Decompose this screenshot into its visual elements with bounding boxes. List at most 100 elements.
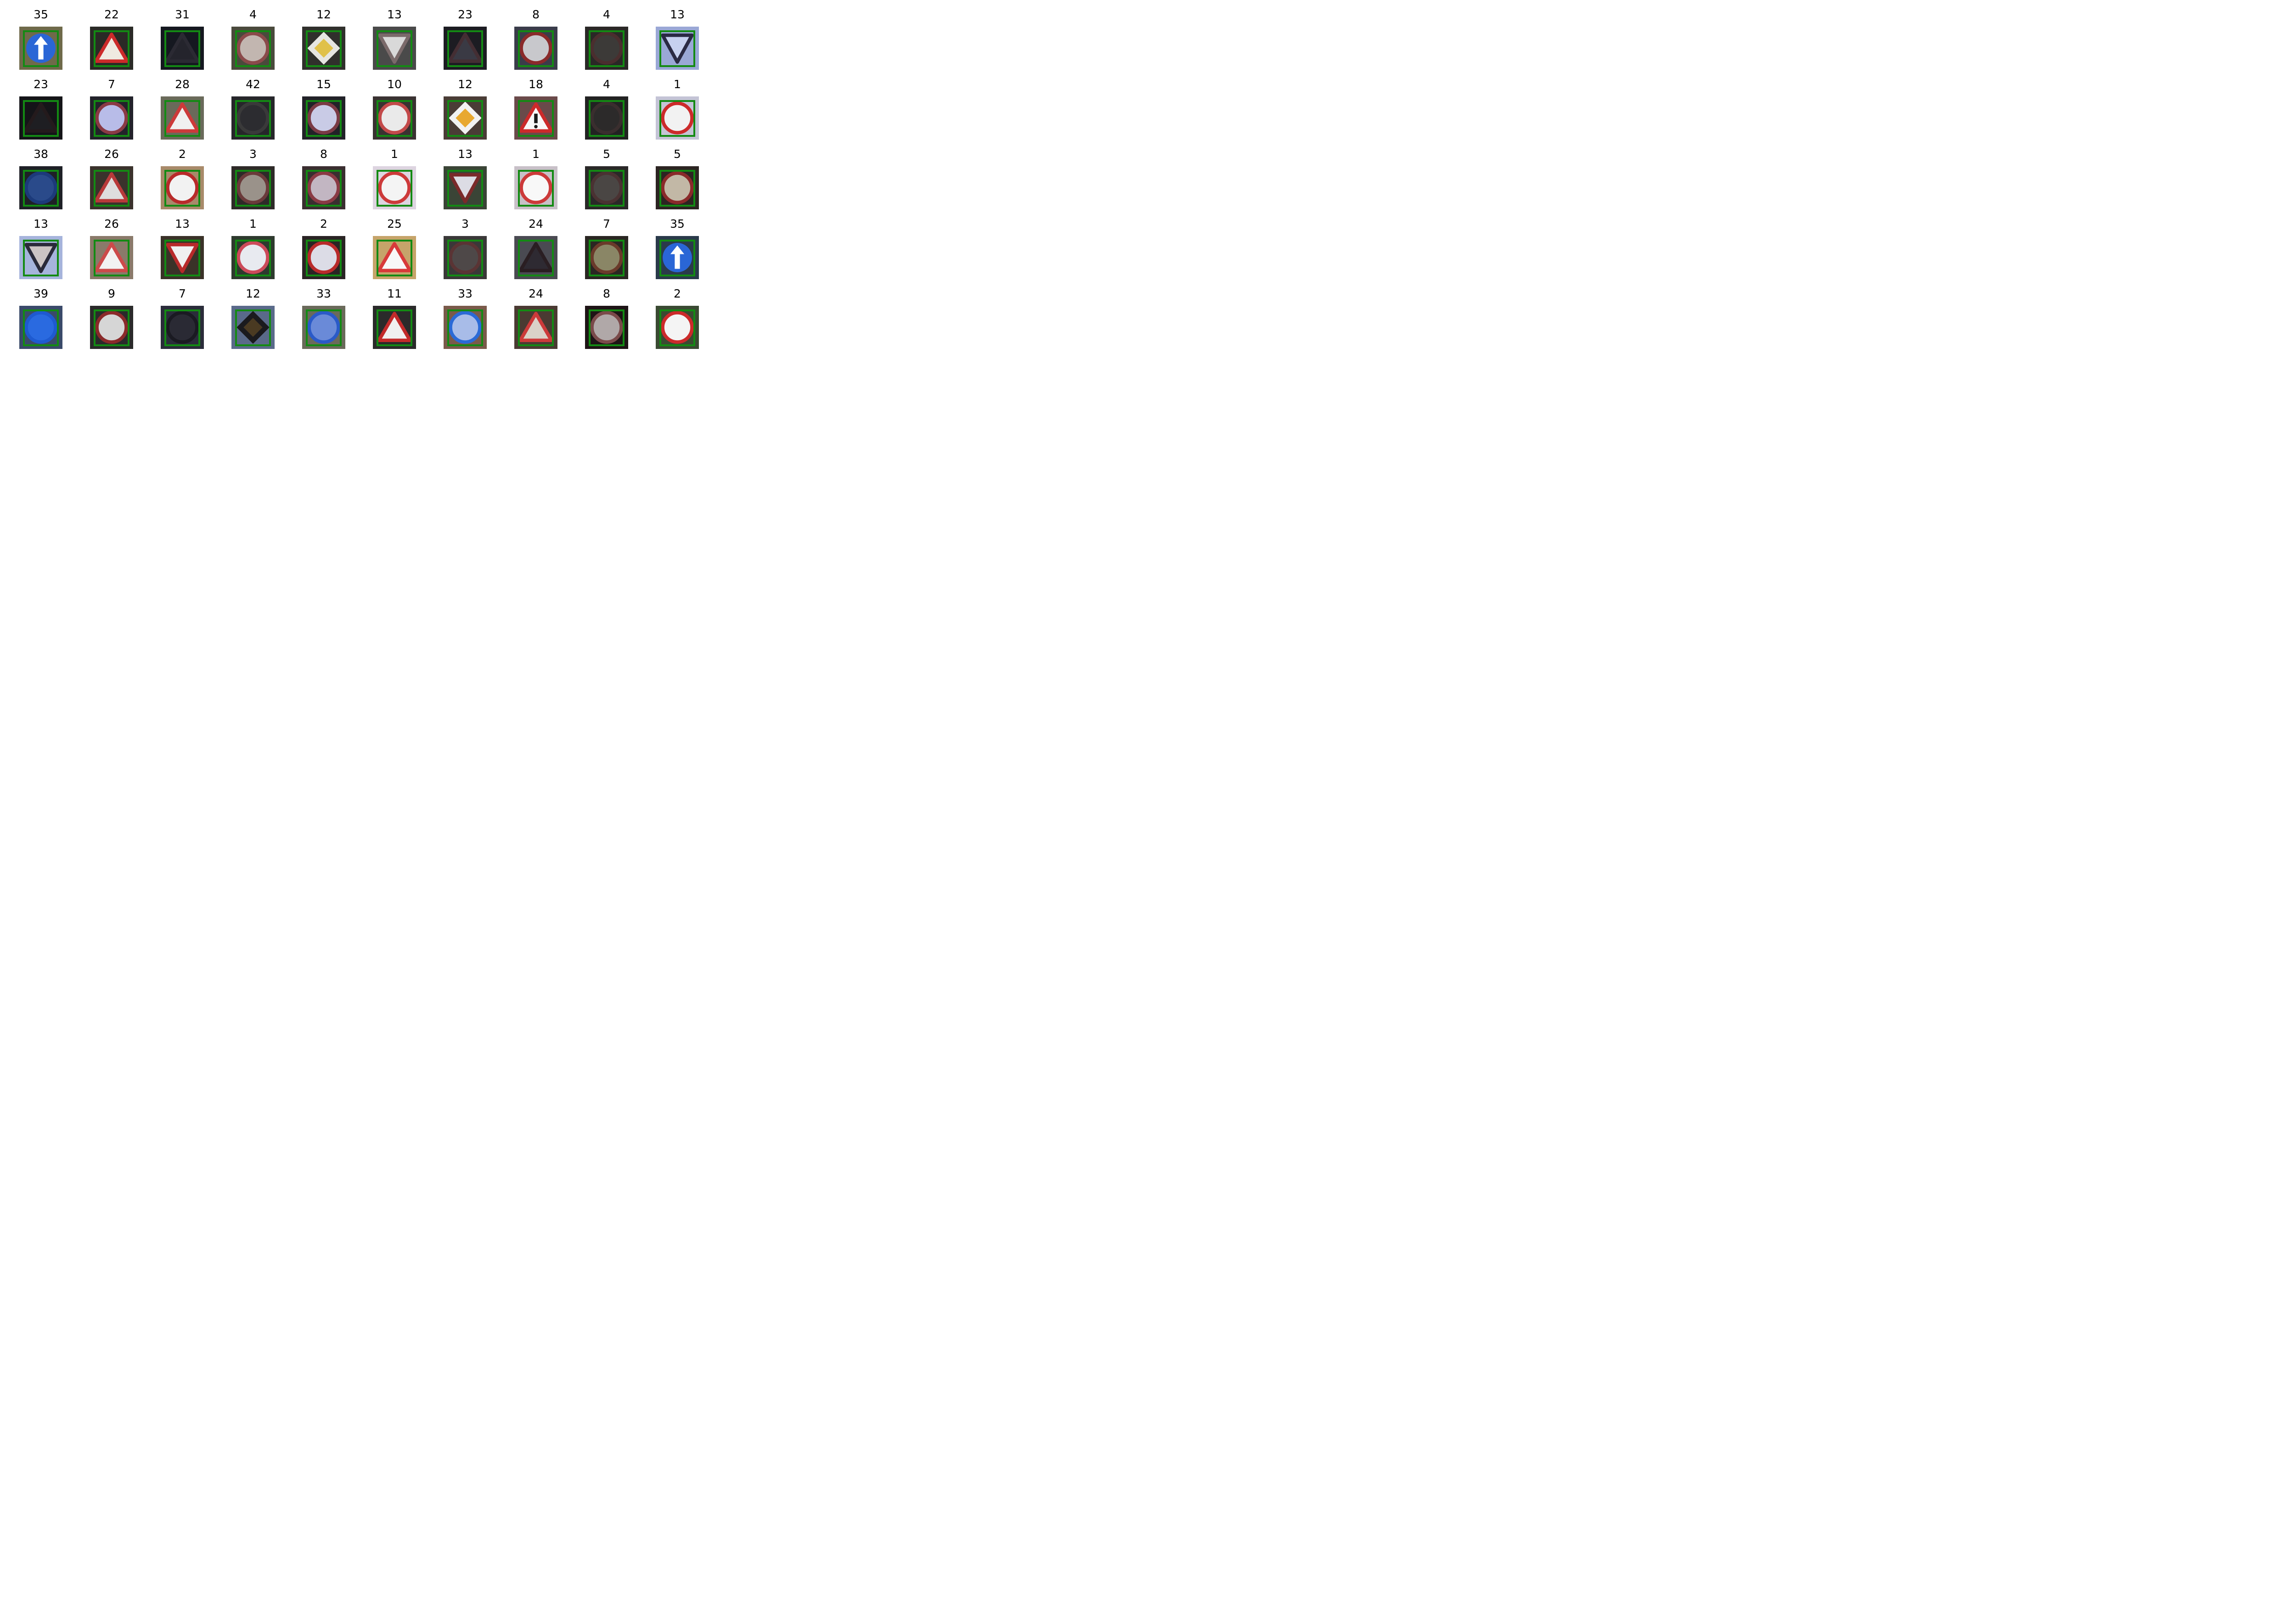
sign-shape — [661, 311, 694, 344]
sign-image — [302, 96, 345, 140]
sign-thumbnail — [514, 306, 557, 349]
sign-shape — [95, 101, 128, 135]
sign-cell: 2 — [148, 145, 217, 209]
sign-thumbnail — [19, 166, 62, 209]
sign-thumbnail — [444, 306, 487, 349]
sign-cell: 3 — [219, 145, 287, 209]
class-label: 24 — [529, 217, 543, 230]
sign-shape — [378, 171, 411, 204]
sign-cell: 7 — [77, 75, 146, 140]
class-label: 38 — [34, 147, 48, 161]
sign-image — [514, 236, 557, 279]
class-label: 33 — [316, 287, 331, 300]
bounding-box — [235, 30, 271, 67]
bounding-box — [94, 100, 129, 137]
sign-thumbnail — [585, 306, 628, 349]
class-label: 26 — [104, 147, 119, 161]
sign-image — [444, 306, 487, 349]
sign-thumbnail — [302, 306, 345, 349]
bounding-box — [164, 170, 200, 207]
sign-shape — [518, 312, 553, 342]
sign-image — [656, 306, 699, 349]
class-label: 2 — [179, 147, 186, 161]
sign-shape — [307, 311, 340, 344]
bounding-box — [659, 170, 695, 207]
bounding-box — [377, 170, 412, 207]
sign-thumbnail — [373, 166, 416, 209]
sign-cell: 15 — [289, 75, 358, 140]
sign-shape — [590, 32, 623, 65]
bounding-box — [659, 309, 695, 346]
sign-thumbnail — [373, 96, 416, 140]
bounding-box — [23, 30, 59, 67]
sign-image — [373, 306, 416, 349]
class-label: 25 — [387, 217, 402, 230]
bounding-box — [659, 100, 695, 137]
sign-shape — [518, 242, 553, 272]
sign-thumbnail — [90, 96, 133, 140]
sign-cell: 39 — [6, 285, 75, 349]
sign-thumbnail — [444, 166, 487, 209]
sign-thumbnail — [90, 236, 133, 279]
class-label: 5 — [674, 147, 681, 161]
sign-thumbnail — [656, 306, 699, 349]
sign-thumbnail — [161, 96, 204, 140]
bounding-box — [306, 240, 342, 276]
sign-shape — [307, 241, 340, 274]
sign-image — [19, 306, 62, 349]
sign-image — [656, 236, 699, 279]
sign-cell: 13 — [643, 6, 712, 70]
bounding-box — [659, 30, 695, 67]
sign-shape — [166, 311, 199, 344]
sign-shape — [448, 33, 483, 63]
sign-shape — [449, 173, 482, 203]
sign-thumbnail — [302, 27, 345, 70]
sign-thumbnail — [585, 96, 628, 140]
class-label: 4 — [603, 8, 610, 21]
sign-image — [161, 306, 204, 349]
bounding-box — [94, 170, 129, 207]
class-label: 12 — [316, 8, 331, 21]
sign-image — [444, 166, 487, 209]
sign-image — [656, 166, 699, 209]
bounding-box — [447, 100, 483, 137]
sign-shape — [307, 171, 340, 204]
sign-thumbnail — [514, 236, 557, 279]
bounding-box — [164, 30, 200, 67]
sign-shape — [377, 242, 412, 272]
bounding-box — [164, 240, 200, 276]
bounding-box — [589, 30, 625, 67]
sign-image — [585, 166, 628, 209]
bounding-box — [23, 240, 59, 276]
class-label: 7 — [108, 78, 115, 91]
sign-cell: 26 — [77, 145, 146, 209]
bounding-box — [659, 240, 695, 276]
sign-shape — [94, 242, 129, 272]
sign-shape — [94, 33, 129, 63]
sign-cell: 1 — [643, 75, 712, 140]
sign-thumbnail — [373, 236, 416, 279]
class-label: 15 — [316, 78, 331, 91]
sign-shape — [94, 172, 129, 202]
sign-cell: 23 — [431, 6, 500, 70]
bounding-box — [235, 170, 271, 207]
sign-cell: 13 — [431, 145, 500, 209]
sign-thumbnail — [90, 166, 133, 209]
bounding-box — [447, 240, 483, 276]
class-label: 26 — [104, 217, 119, 230]
sign-image — [161, 96, 204, 140]
sign-image — [585, 96, 628, 140]
sign-shape — [378, 34, 411, 64]
sign-shape — [95, 311, 128, 344]
sign-thumbnail — [514, 27, 557, 70]
class-label: 4 — [249, 8, 257, 21]
bounding-box — [518, 30, 554, 67]
sign-shape — [236, 32, 270, 65]
sign-cell: 24 — [501, 215, 570, 279]
sign-thumbnail — [161, 236, 204, 279]
sign-thumbnail — [373, 306, 416, 349]
class-label: 11 — [387, 287, 402, 300]
sign-shape — [661, 171, 694, 204]
sign-cell: 35 — [6, 6, 75, 70]
sign-cell: 5 — [643, 145, 712, 209]
